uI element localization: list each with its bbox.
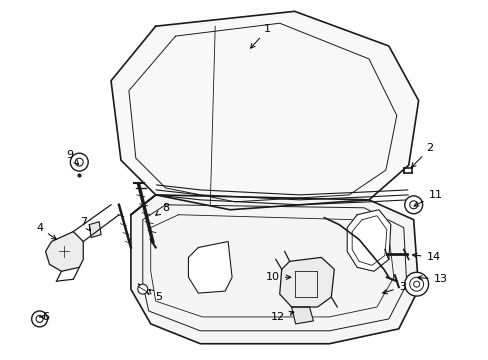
Text: 3: 3: [382, 282, 405, 294]
Text: 9: 9: [66, 150, 79, 165]
Polygon shape: [45, 231, 83, 271]
Text: 14: 14: [412, 252, 440, 262]
Polygon shape: [131, 195, 418, 344]
Circle shape: [75, 158, 83, 166]
Polygon shape: [89, 222, 101, 238]
Circle shape: [409, 201, 417, 209]
Polygon shape: [279, 257, 334, 307]
Circle shape: [413, 281, 419, 287]
Polygon shape: [188, 242, 232, 293]
Text: 1: 1: [250, 24, 271, 48]
Text: 12: 12: [270, 311, 293, 322]
Polygon shape: [346, 210, 390, 271]
Polygon shape: [111, 11, 418, 210]
Text: 11: 11: [413, 190, 442, 206]
Text: 7: 7: [80, 217, 90, 231]
Circle shape: [404, 196, 422, 214]
Text: 2: 2: [410, 143, 433, 167]
Text: 6: 6: [40, 312, 49, 322]
Text: 10: 10: [265, 272, 290, 282]
Circle shape: [409, 277, 423, 291]
Circle shape: [404, 272, 427, 296]
Text: 4: 4: [36, 222, 56, 239]
Circle shape: [36, 315, 43, 323]
Text: 13: 13: [417, 274, 447, 284]
Text: 5: 5: [148, 289, 162, 302]
Circle shape: [138, 284, 147, 294]
Text: 8: 8: [156, 203, 169, 215]
Circle shape: [70, 153, 88, 171]
Polygon shape: [291, 307, 313, 324]
Circle shape: [32, 311, 47, 327]
